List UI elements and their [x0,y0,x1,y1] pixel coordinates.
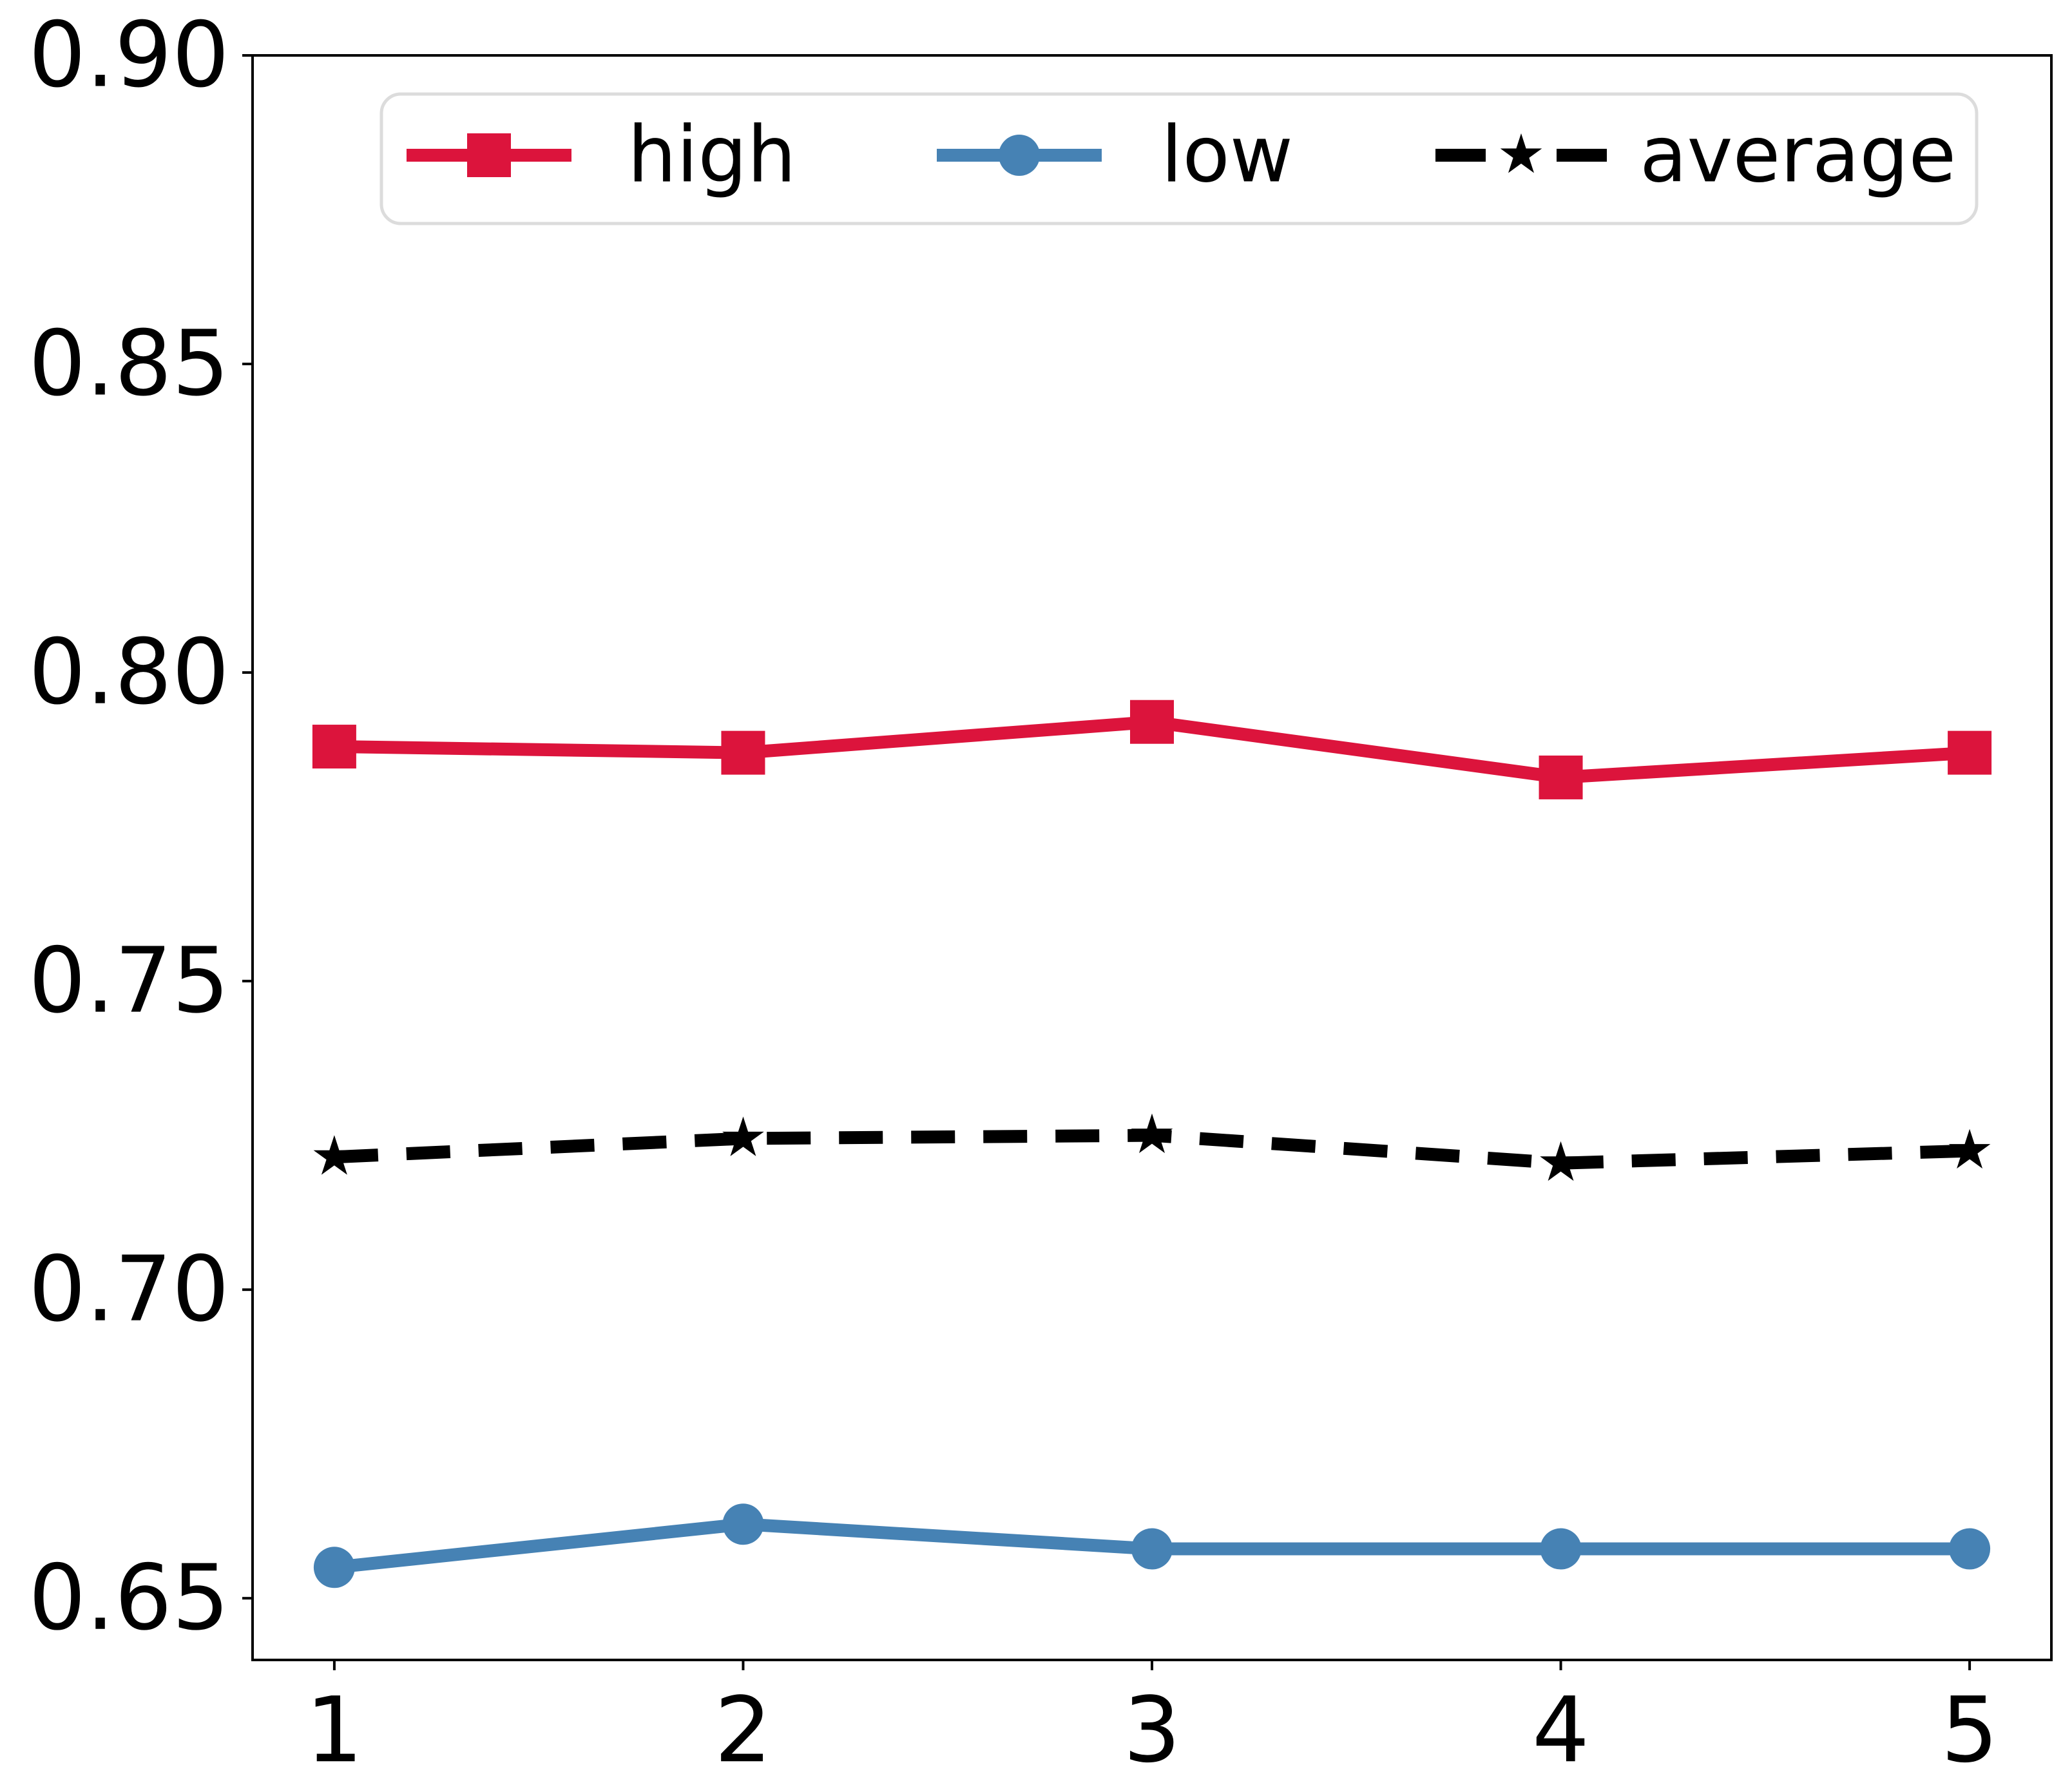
data-point-low [722,1503,764,1545]
data-point-low [313,1547,355,1588]
y-tick-label: 0.85 [28,312,229,417]
data-point-average [1948,1129,1991,1169]
y-tick-label: 0.90 [28,3,229,108]
data-point-low [1131,1528,1173,1570]
y-tick-label: 0.65 [28,1546,229,1651]
data-point-average [1540,1141,1582,1181]
x-tick-label: 3 [1123,1678,1180,1783]
data-point-high [1948,730,1992,775]
legend-item-high: high [407,111,796,200]
data-point-low [1949,1528,1991,1570]
x-tick-label: 4 [1532,1678,1589,1783]
legend-item-low: low [937,111,1293,200]
data-point-average [313,1135,356,1175]
legend-marker-square [467,133,511,177]
legend-label: high [628,111,796,200]
plot-border [251,54,2053,1661]
series-low [313,1503,1991,1588]
series-average [313,1113,1991,1181]
legend-marker-circle [999,135,1040,176]
x-tick-label: 5 [1941,1678,1999,1783]
legend-marker-star [1500,133,1542,173]
data-point-average [1131,1113,1173,1154]
data-point-low [1540,1528,1582,1570]
x-tick-label: 1 [305,1678,363,1783]
legend: high low average [379,92,1979,225]
data-point-high [1130,700,1174,744]
data-point-high [312,725,356,769]
legend-item-average: average [1435,111,1956,200]
y-tick-label: 0.80 [28,620,229,725]
legend-label: average [1640,111,1956,200]
data-point-average [722,1116,764,1156]
y-tick-label: 0.75 [28,929,229,1034]
y-tick-label: 0.70 [28,1237,229,1342]
series-high [312,700,1992,799]
data-point-high [721,730,765,775]
x-tick-label: 2 [715,1678,772,1783]
data-point-high [1539,755,1583,799]
legend-box [379,92,1979,225]
legend-label: low [1161,111,1293,200]
